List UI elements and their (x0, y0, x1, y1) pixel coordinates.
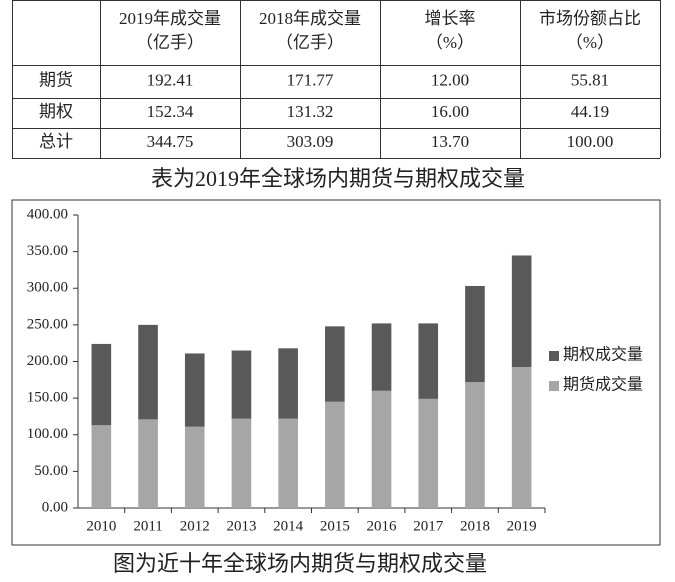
table-cell: 344.75 (147, 132, 194, 151)
y-tick-label: 50.00 (34, 463, 68, 479)
x-tick-label: 2013 (226, 518, 256, 534)
table-cell: 44.19 (571, 102, 609, 121)
chart-frame (11, 199, 661, 546)
table-cell: 总计 (39, 132, 73, 151)
x-tick-label: 2017 (413, 518, 444, 534)
table-cell: 100.00 (567, 132, 614, 151)
bar-segment (91, 343, 112, 426)
table-cell: 152.34 (147, 102, 194, 121)
y-tick-label: 150.00 (27, 390, 68, 406)
bar-segment (138, 324, 158, 420)
y-tick-label: 400.00 (27, 206, 68, 222)
bar-segment (231, 350, 252, 419)
table-cell: 13.70 (431, 132, 469, 151)
table-caption: 表为2019年全球场内期货与期权成交量 (151, 166, 525, 191)
bar-segment (511, 255, 532, 368)
header-cell: （亿手） (136, 33, 204, 52)
table-cell: 期货 (39, 70, 73, 89)
bar-segment (278, 418, 298, 508)
table-cell: 192.41 (147, 70, 194, 89)
header-cell: （%） (566, 33, 614, 52)
table-cell: 131.32 (287, 102, 334, 121)
header-cell: 2019年成交量 (119, 9, 221, 28)
x-tick-label: 2014 (273, 518, 304, 534)
bar-segment (325, 401, 345, 508)
x-tick-label: 2018 (460, 518, 490, 534)
bar-segment (418, 323, 439, 399)
table-cell: 171.77 (287, 70, 334, 89)
y-tick-label: 350.00 (27, 243, 68, 259)
bar-segment (418, 398, 439, 508)
table-cell: 16.00 (431, 102, 469, 121)
x-tick-label: 2019 (507, 518, 537, 534)
legend-label: 期权成交量 (563, 346, 643, 364)
x-tick-label: 2011 (133, 518, 162, 534)
legend-swatch (549, 351, 559, 361)
y-tick-label: 0.00 (42, 499, 68, 515)
bar-segment (325, 326, 345, 402)
bar-segment (465, 285, 485, 383)
y-tick-label: 200.00 (27, 353, 68, 369)
header-cell: 市场份额占比 (539, 9, 641, 28)
bar-segment (91, 425, 112, 508)
bar-segment (278, 348, 298, 419)
bar-segment (231, 418, 252, 508)
y-tick-label: 100.00 (27, 426, 68, 442)
table-cell: 12.00 (431, 70, 469, 89)
bar-segment (465, 382, 485, 508)
header-cell: （亿手） (276, 33, 344, 52)
x-tick-label: 2012 (180, 518, 210, 534)
table-cell: 期权 (39, 102, 73, 121)
header-cell: 2018年成交量 (259, 9, 361, 28)
bar-segment (184, 353, 205, 427)
y-tick-label: 250.00 (27, 316, 68, 332)
bar-segment (511, 367, 532, 508)
bar-segment (138, 419, 158, 508)
y-tick-label: 300.00 (27, 280, 68, 296)
table-cell: 55.81 (571, 70, 609, 89)
bar-segment (184, 426, 205, 508)
table-cell: 303.09 (287, 132, 334, 151)
header-cell: 增长率 (425, 9, 476, 28)
x-tick-label: 2016 (367, 518, 398, 534)
chart-title: 图为近十年全球场内期货与期权成交量 (113, 551, 487, 576)
x-tick-label: 2015 (320, 518, 350, 534)
header-cell: （%） (426, 33, 474, 52)
bar-segment (371, 390, 392, 508)
legend-label: 期货成交量 (563, 376, 643, 394)
legend-swatch (549, 381, 559, 391)
x-tick-label: 2010 (86, 518, 116, 534)
bar-segment (371, 323, 392, 391)
